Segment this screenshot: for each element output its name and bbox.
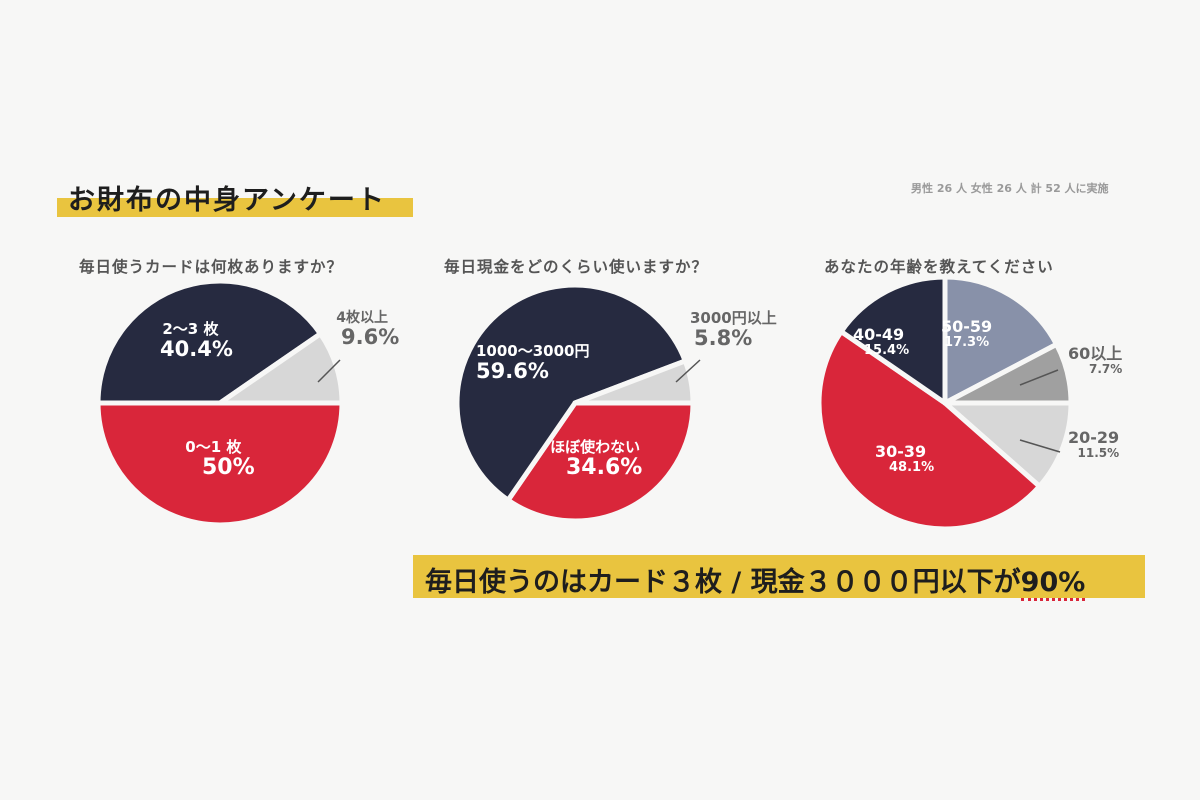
chart-3-title: あなたの年齢を教えてください — [824, 258, 1054, 276]
chart-2-label-1000-3000: 1000〜3000円 59.6% — [476, 342, 590, 383]
chart-3-label-50-59: 50-59 17.3% — [941, 317, 993, 350]
leader-line-4 — [1019, 439, 1061, 453]
leader-line-3 — [1019, 369, 1059, 386]
page-title: お財布の中身アンケート — [68, 185, 386, 216]
chart-2-title: 毎日現金をどのくらい使いますか？ — [444, 258, 709, 276]
chart-1-label-2-3: 2〜3 枚 40.4% — [160, 320, 233, 361]
chart-2-label-rarely: ほぼ使わない 34.6% — [550, 438, 643, 480]
chart-3-label-60plus: 60以上 7.7% — [1068, 344, 1123, 376]
chart-3-label-20-29: 20-29 11.5% — [1068, 428, 1120, 460]
leader-line-2 — [675, 359, 701, 383]
chart-1-title: 毎日使うカードは何枚ありますか？ — [79, 258, 344, 276]
chart-3-slice-5 — [942, 341, 1074, 406]
leader-line-1 — [317, 359, 341, 383]
summary-banner — [413, 555, 1145, 598]
chart-3-slice-1 — [942, 400, 1074, 489]
chart-3-label-40-49: 40-49 15.4% — [852, 325, 910, 358]
chart-2-slice-1 — [505, 400, 696, 524]
survey-note: 男性 26 人 女性 26 人 計 52 人に実施 — [911, 182, 1109, 195]
chart-3-slice-3 — [838, 274, 948, 406]
summary-main: 毎日使うのはカード３枚 / 現金３０００円以下が — [425, 567, 1021, 598]
chart-1-label-4plus: 4枚以上 9.6% — [336, 310, 400, 349]
chart-1-label-0-1: 0〜1 枚 50% — [185, 438, 255, 480]
chart-1-slice-2 — [95, 278, 323, 406]
title-highlight — [57, 198, 413, 217]
chart-1-slice-1 — [95, 400, 345, 528]
chart-3-label-30-39: 30-39 48.1% — [874, 442, 935, 475]
chart-2-slice-2 — [454, 282, 688, 503]
chart-3-slice-4 — [942, 274, 1060, 406]
chart-2-slice-3 — [572, 358, 696, 406]
chart-1-slice-3 — [217, 331, 345, 406]
chart-3-slice-2 — [816, 329, 1043, 532]
summary-highlight: 90% — [1020, 567, 1086, 601]
chart-2-label-3000plus: 3000円以上 5.8% — [690, 309, 777, 350]
summary-text: 毎日使うのはカード３枚 / 現金３０００円以下が90% — [425, 560, 1086, 601]
